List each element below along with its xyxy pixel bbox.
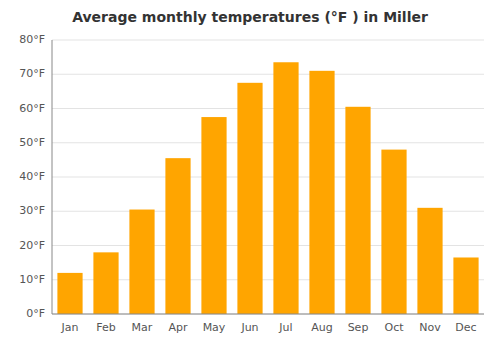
bar xyxy=(417,208,442,314)
x-tick-label: Nov xyxy=(419,321,441,334)
chart: Average monthly temperatures (°F ) in Mi… xyxy=(0,0,500,350)
x-axis-line xyxy=(52,314,484,315)
x-tick-label: Mar xyxy=(132,321,153,334)
bar xyxy=(345,107,370,314)
x-tick-label: Dec xyxy=(455,321,476,334)
y-tick-label: 30°F xyxy=(19,204,45,217)
grid-line xyxy=(52,40,484,41)
bar xyxy=(309,71,334,314)
bar xyxy=(273,62,298,314)
bar xyxy=(165,158,190,314)
bar xyxy=(93,252,118,314)
y-tick-label: 50°F xyxy=(19,136,45,149)
y-tick-label: 80°F xyxy=(19,33,45,46)
y-tick-label: 70°F xyxy=(19,67,45,80)
grid-line xyxy=(52,108,484,109)
x-tick-label: May xyxy=(203,321,226,334)
grid-line xyxy=(52,314,484,315)
x-tick-label: Feb xyxy=(96,321,115,334)
bar xyxy=(57,273,82,314)
grid-line xyxy=(52,74,484,75)
x-tick-label: Jan xyxy=(61,321,79,334)
x-tick-label: Jun xyxy=(240,321,258,334)
x-tick-label: Apr xyxy=(168,321,188,334)
y-tick-label: 10°F xyxy=(19,273,45,286)
title: Average monthly temperatures (°F ) in Mi… xyxy=(72,9,428,25)
bar xyxy=(201,117,226,314)
x-tick-label: Sep xyxy=(348,321,369,334)
grid xyxy=(52,40,484,314)
grid-line xyxy=(52,142,484,143)
bar xyxy=(129,210,154,314)
y-axis-line xyxy=(52,40,53,314)
bar xyxy=(381,150,406,314)
y-tick-label: 40°F xyxy=(19,170,45,183)
y-tick-label: 20°F xyxy=(19,239,45,252)
y-tick-label: 60°F xyxy=(19,102,45,115)
bar xyxy=(237,83,262,314)
x-tick-label: Jul xyxy=(278,321,292,334)
bar xyxy=(453,257,478,314)
bars xyxy=(57,62,478,314)
y-tick-label: 0°F xyxy=(26,307,45,320)
x-tick-label: Aug xyxy=(311,321,332,334)
x-tick-label: Oct xyxy=(384,321,404,334)
grid-line xyxy=(52,177,484,178)
chart-container: Average monthly temperatures (°F ) in Mi… xyxy=(0,0,500,350)
